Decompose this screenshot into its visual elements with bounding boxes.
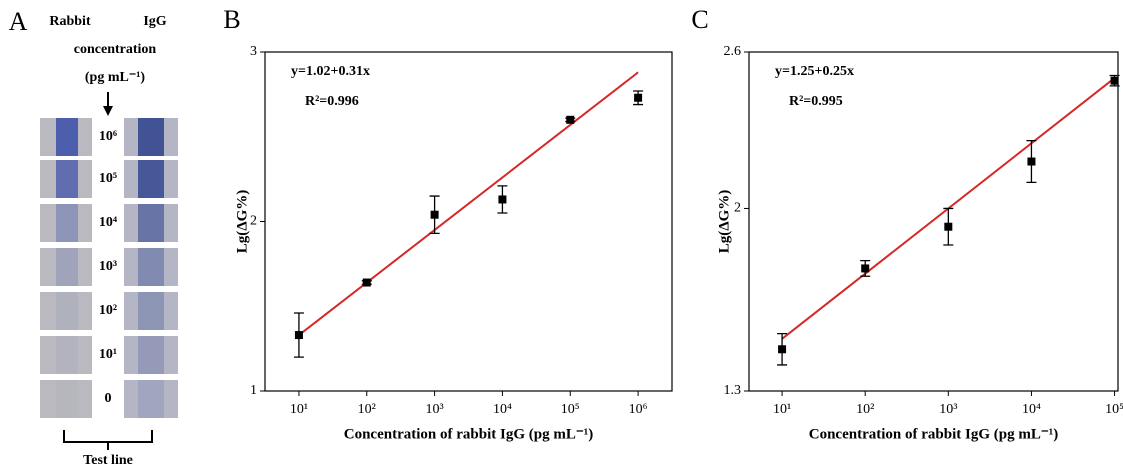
data-point [1027,157,1036,166]
row-label: 10² [99,303,117,318]
header-text: (pg mL⁻¹) [85,70,146,85]
test-band [56,248,78,286]
y-axis-title: Lg(ΔG%) [716,190,732,254]
data-point [294,331,303,340]
strips [40,118,178,418]
x-tick-label: 10⁴ [1022,402,1041,417]
header-text: IgG [143,14,166,29]
data-point [498,195,507,204]
test-band [138,160,164,198]
y-tick-label: 2.6 [724,44,742,59]
x-tick-label: 10² [856,402,874,417]
strip [40,336,92,374]
panel-label: C [691,5,708,34]
header-text: concentration [74,42,157,57]
plot-frame [748,51,1119,392]
arrow-head [103,106,113,116]
header-text: Rabbit [49,14,91,29]
panel-label: B [223,5,240,34]
x-tick-label: 10⁴ [493,402,512,417]
row-label: 10³ [99,259,117,274]
test-band [56,380,78,418]
annotation: y=1.02+0.31x [291,64,370,79]
data-point [566,115,575,124]
row-label: 10⁶ [99,129,117,144]
bracket [63,430,153,450]
data-point [861,264,870,273]
data-point [944,222,953,231]
row-label: 10⁴ [99,215,118,230]
fit-line [298,71,639,336]
annotation: R²=0.995 [789,94,843,109]
y-axis-title: Lg(ΔG%) [234,190,250,254]
strip [124,336,178,374]
test-band [138,204,164,242]
test-band [138,118,164,156]
row-label: 0 [105,391,112,406]
footer-text: Test line [83,453,133,468]
y-tick-label: 1.3 [724,383,742,398]
data-point [778,345,787,354]
x-tick-label: 10⁵ [561,402,580,417]
x-tick-label: 10² [358,402,376,417]
data-point [1110,76,1119,85]
strip [40,380,92,418]
row-label: 10¹ [99,347,117,362]
data-point [362,278,371,287]
y-tick-label: 3 [250,44,257,59]
x-tick-label: 10⁶ [629,402,648,417]
test-band [138,336,164,374]
strip [40,292,92,330]
x-axis-title: Concentration of rabbit IgG (pg mL⁻¹) [344,426,594,442]
y-tick-label: 2 [250,214,257,229]
strip [124,292,178,330]
panel-label: A [9,7,28,36]
test-band [138,380,164,418]
x-tick-label: 10¹ [773,402,791,417]
strip [40,248,92,286]
y-tick-label: 2 [734,201,741,216]
x-tick-label: 10⁵ [1105,402,1123,417]
annotation: y=1.25+0.25x [775,64,854,79]
test-band [56,336,78,374]
strip [40,204,92,242]
annotation: R²=0.996 [305,94,359,109]
data-point [634,93,643,102]
test-band [56,204,78,242]
test-band [138,292,164,330]
test-band [56,160,78,198]
row-label: 10⁵ [99,171,117,186]
data-point [430,210,439,219]
strip [124,380,178,418]
test-band [56,292,78,330]
x-axis-title: Concentration of rabbit IgG (pg mL⁻¹) [809,426,1059,442]
x-tick-label: 10³ [939,402,957,417]
x-tick-label: 10¹ [290,402,308,417]
test-band [138,248,164,286]
y-tick-label: 1 [250,383,257,398]
x-tick-label: 10³ [425,402,443,417]
test-band [56,118,78,156]
strip [124,248,178,286]
